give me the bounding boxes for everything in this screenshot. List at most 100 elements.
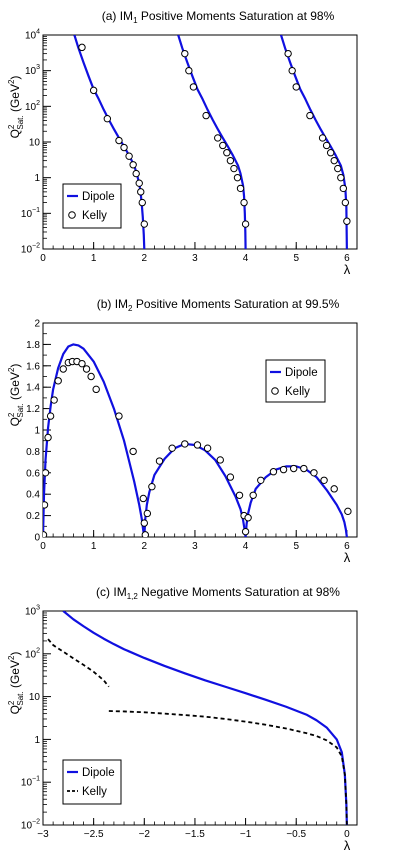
y-tick-label: 10−1 xyxy=(21,207,40,220)
legend: Dipole Kelly xyxy=(62,759,122,805)
legend-label: Kelly xyxy=(285,386,310,398)
legend-box xyxy=(265,359,326,403)
data-point-kelly xyxy=(185,66,193,75)
y-axis-label: Q2Sat. (GeV2) xyxy=(7,76,25,139)
data-point-kelly xyxy=(223,149,231,157)
x-tick-label: 0 xyxy=(40,541,46,552)
ylabel-q: Q xyxy=(8,129,22,138)
series-line-dipole xyxy=(43,343,146,537)
chart-panel-0: (a) IM1 Positive Moments Saturation at 9… xyxy=(7,9,358,277)
chart-panel-2: (c) IM1,2 Negative Moments Saturation at… xyxy=(7,585,358,853)
title-text: Positive Moments Saturation at 98% xyxy=(138,9,335,23)
data-point-kelly xyxy=(87,372,95,381)
ylabel-subscript: Sat. xyxy=(16,115,25,129)
legend-label: Dipole xyxy=(82,191,115,203)
x-tick-label: 3 xyxy=(192,541,198,552)
data-point-kelly xyxy=(54,377,62,385)
y-tick-label: 103 xyxy=(25,605,40,618)
title-text: (a) IM xyxy=(102,9,133,23)
x-tick-label: 5 xyxy=(293,253,299,264)
ylabel-unit: (GeV xyxy=(8,660,22,691)
data-point-kelly xyxy=(155,457,164,465)
data-point-kelly xyxy=(43,501,49,509)
data-point-kelly xyxy=(249,491,257,499)
y-tick-exponent: −1 xyxy=(32,207,40,214)
data-point-kelly xyxy=(244,514,252,522)
series-line-dipole xyxy=(177,35,247,249)
y-tick-label: 0.2 xyxy=(26,511,40,522)
y-tick-label: 1.8 xyxy=(26,340,40,351)
data-point-kelly xyxy=(168,444,176,452)
y-tick-base: 10 xyxy=(29,138,41,149)
data-point-kelly xyxy=(125,152,133,160)
data-point-kelly xyxy=(140,519,148,527)
y-tick-base: 10 xyxy=(21,778,33,789)
data-point-kelly xyxy=(137,188,145,196)
x-axis-label: λ xyxy=(344,550,351,565)
plot-frame xyxy=(42,610,358,826)
data-point-kelly xyxy=(226,473,235,481)
ylabel-superscript: 2 xyxy=(7,700,16,705)
ylabel-unit-close: ) xyxy=(8,652,22,656)
data-point-kelly xyxy=(240,198,248,207)
data-point-kelly xyxy=(181,440,189,448)
y-tick-label: 0.4 xyxy=(26,490,40,501)
series-line-dipole xyxy=(62,611,348,825)
data-point-kelly xyxy=(343,217,351,225)
y-tick-label: 1 xyxy=(34,735,40,746)
data-point-kelly xyxy=(230,164,238,173)
data-point-kelly xyxy=(320,476,328,484)
y-tick-base: 10 xyxy=(25,649,37,660)
ylabel-unit-close: ) xyxy=(8,76,22,80)
title-text: (c) IM xyxy=(96,585,127,599)
data-point-kelly xyxy=(219,141,227,150)
data-point-kelly xyxy=(241,220,250,228)
ylabel-unit-superscript: 2 xyxy=(7,367,16,372)
x-tick-label: −1 xyxy=(240,829,252,840)
x-tick-label: 1 xyxy=(91,541,97,552)
data-point-kelly xyxy=(202,111,210,120)
x-tick-label: 0 xyxy=(40,253,46,264)
series-line-kelly xyxy=(108,710,348,825)
data-point-kelly xyxy=(189,83,198,91)
x-tick-label: 3 xyxy=(192,253,198,264)
y-axis-label: Q2Sat. (GeV2) xyxy=(7,652,25,715)
y-tick-label: 10 xyxy=(29,138,41,149)
data-point-kelly xyxy=(115,136,123,145)
data-point-kelly xyxy=(334,164,342,173)
data-point-kelly xyxy=(344,507,352,516)
data-point-kelly xyxy=(89,86,98,95)
data-point-kelly xyxy=(129,447,137,456)
data-point-kelly xyxy=(43,531,48,537)
y-tick-label: 10 xyxy=(29,692,41,703)
x-tick-label: 4 xyxy=(243,541,249,552)
y-tick-base: 10 xyxy=(25,102,37,113)
y-tick-base: 10 xyxy=(25,66,37,77)
data-point-kelly xyxy=(257,476,265,484)
data-point-kelly xyxy=(148,483,156,491)
data-point-kelly xyxy=(50,396,58,404)
ylabel-q: Q xyxy=(8,705,22,714)
data-point-kelly xyxy=(292,83,300,91)
x-tick-label: 1 xyxy=(91,253,97,264)
ylabel-unit-superscript: 2 xyxy=(7,655,16,660)
y-tick-base: 1 xyxy=(34,735,40,746)
data-point-kelly xyxy=(269,468,278,476)
title-subscript: 1 xyxy=(133,16,138,25)
y-tick-label: 1.4 xyxy=(26,383,40,394)
data-point-kelly xyxy=(132,169,140,178)
data-point-kelly xyxy=(339,184,348,193)
y-tick-label: 1 xyxy=(34,426,40,437)
y-tick-label: 1 xyxy=(34,173,40,184)
data-point-kelly xyxy=(341,198,350,207)
ylabel-q: Q xyxy=(8,417,22,426)
ylabel-unit-close: ) xyxy=(8,364,22,368)
chart-panel-1: (b) IM2 Positive Moments Saturation at 9… xyxy=(7,297,358,565)
data-point-kelly xyxy=(288,66,296,75)
legend-label: Dipole xyxy=(285,367,318,379)
y-tick-exponent: −1 xyxy=(32,776,40,783)
legend-box xyxy=(62,759,122,805)
data-point-kelly xyxy=(120,143,128,152)
y-tick-label: 2 xyxy=(34,319,40,330)
